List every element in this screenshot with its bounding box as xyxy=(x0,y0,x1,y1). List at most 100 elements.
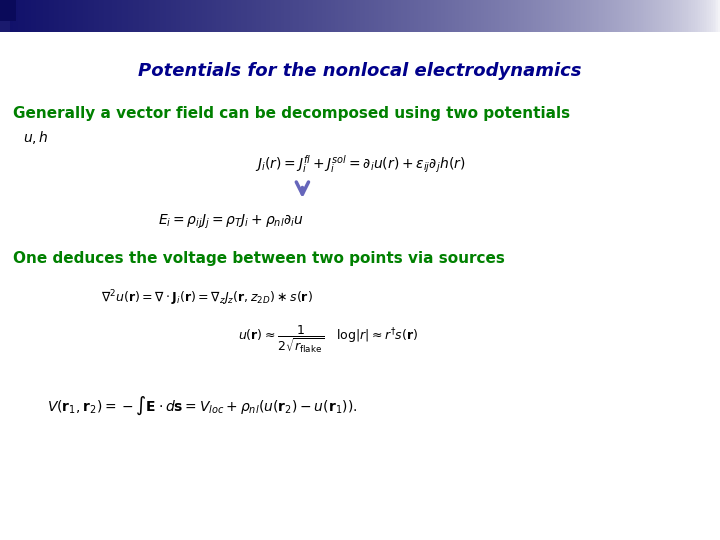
Bar xyxy=(459,0,461,32)
Bar xyxy=(433,0,436,32)
Bar xyxy=(124,0,126,32)
Bar xyxy=(68,0,71,32)
Bar xyxy=(364,0,365,32)
Bar xyxy=(714,0,716,32)
Bar xyxy=(619,0,621,32)
Bar xyxy=(376,0,378,32)
Bar xyxy=(99,0,101,32)
Bar xyxy=(164,0,166,32)
Bar xyxy=(497,0,498,32)
Bar xyxy=(697,0,698,32)
Bar xyxy=(207,0,209,32)
Bar xyxy=(553,0,554,32)
Bar xyxy=(583,0,585,32)
Bar xyxy=(511,0,513,32)
Text: One deduces the voltage between two points via sources: One deduces the voltage between two poin… xyxy=(13,251,505,266)
Bar xyxy=(389,0,390,32)
Bar xyxy=(270,0,272,32)
Bar xyxy=(323,0,324,32)
Bar xyxy=(410,0,413,32)
Bar xyxy=(166,0,167,32)
Bar xyxy=(614,0,616,32)
Bar xyxy=(40,0,42,32)
Bar xyxy=(625,0,626,32)
Bar xyxy=(243,0,245,32)
Bar xyxy=(580,0,582,32)
Bar xyxy=(611,0,612,32)
Bar xyxy=(536,0,539,32)
Bar xyxy=(29,0,30,32)
Bar xyxy=(143,0,144,32)
Bar xyxy=(236,0,238,32)
Bar xyxy=(425,0,426,32)
Bar xyxy=(589,0,590,32)
Bar xyxy=(421,0,423,32)
Bar xyxy=(281,0,283,32)
Bar xyxy=(572,0,575,32)
Bar xyxy=(405,0,407,32)
Bar xyxy=(337,0,338,32)
Bar xyxy=(521,0,522,32)
Bar xyxy=(510,0,511,32)
Text: $V\left(\mathbf{r}_1, \mathbf{r}_2\right) = -\int \mathbf{E} \cdot d\mathbf{s} =: $V\left(\mathbf{r}_1, \mathbf{r}_2\right… xyxy=(47,395,357,417)
Bar xyxy=(135,0,137,32)
Bar xyxy=(503,0,504,32)
Bar xyxy=(563,0,565,32)
Bar xyxy=(467,0,468,32)
Text: $J_i\left(r\right) = J_i^{fl} + J_i^{sol} = \partial_i u(r) + \varepsilon_{ij}\p: $J_i\left(r\right) = J_i^{fl} + J_i^{sol… xyxy=(255,153,465,176)
Bar xyxy=(695,0,697,32)
Bar xyxy=(133,0,135,32)
Bar xyxy=(89,0,90,32)
Bar xyxy=(402,0,403,32)
Bar xyxy=(72,0,73,32)
Bar xyxy=(171,0,173,32)
Bar xyxy=(189,0,191,32)
Bar xyxy=(469,0,472,32)
Bar xyxy=(287,0,288,32)
Bar xyxy=(702,0,704,32)
Bar xyxy=(20,0,22,32)
Bar xyxy=(102,0,104,32)
Bar xyxy=(181,0,184,32)
Bar xyxy=(338,0,340,32)
Bar xyxy=(66,0,68,32)
Bar xyxy=(0,21,9,32)
Bar xyxy=(468,0,469,32)
Bar xyxy=(360,0,361,32)
Bar xyxy=(331,0,333,32)
Bar xyxy=(612,0,614,32)
Bar xyxy=(317,0,319,32)
Bar xyxy=(150,0,151,32)
Bar xyxy=(115,0,117,32)
Bar xyxy=(680,0,683,32)
Bar xyxy=(685,0,688,32)
Bar xyxy=(179,0,180,32)
Bar xyxy=(562,0,563,32)
Bar xyxy=(148,0,150,32)
Bar xyxy=(1,0,4,32)
Bar xyxy=(704,0,706,32)
Bar xyxy=(445,0,446,32)
Bar xyxy=(395,0,396,32)
Bar xyxy=(527,0,529,32)
Bar xyxy=(482,0,484,32)
Bar xyxy=(23,0,25,32)
Bar xyxy=(186,0,187,32)
Bar xyxy=(378,0,380,32)
Bar xyxy=(396,0,397,32)
Bar xyxy=(315,0,317,32)
Bar xyxy=(486,0,488,32)
Bar xyxy=(593,0,594,32)
Bar xyxy=(540,0,541,32)
Bar xyxy=(107,0,108,32)
Bar xyxy=(688,0,690,32)
Bar xyxy=(505,0,508,32)
Bar xyxy=(47,0,49,32)
Bar xyxy=(541,0,544,32)
Bar xyxy=(212,0,215,32)
Bar xyxy=(481,0,482,32)
Bar xyxy=(426,0,428,32)
Bar xyxy=(493,0,495,32)
Bar xyxy=(400,0,402,32)
Bar xyxy=(567,0,569,32)
